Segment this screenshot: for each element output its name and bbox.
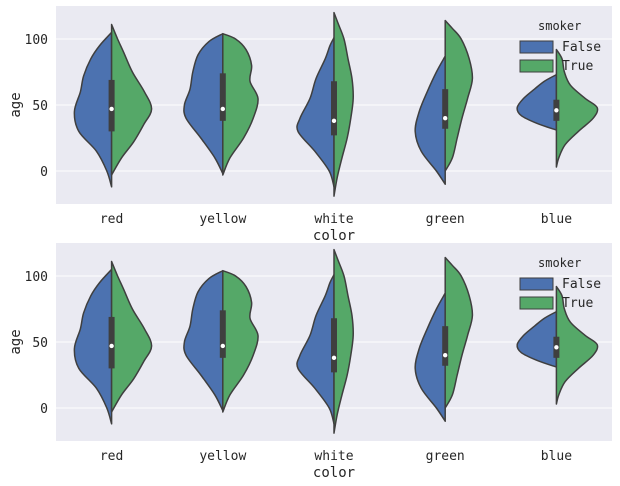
violin-true-white — [333, 248, 354, 434]
x-tick-label: yellow — [199, 212, 246, 227]
x-tick-label: blue — [541, 449, 572, 464]
violin-true-blue — [555, 285, 599, 405]
y-tick-label: 100 — [25, 33, 48, 48]
y-tick-label: 50 — [32, 99, 48, 114]
violin-false-blue — [516, 73, 558, 131]
violin-false-red — [73, 31, 113, 188]
x-tick-label: blue — [541, 212, 572, 227]
iqr-box-white — [331, 318, 337, 373]
x-tick-label: red — [100, 449, 123, 464]
iqr-box-white — [331, 81, 337, 136]
violin-true-green — [444, 256, 474, 409]
violin-false-white — [296, 36, 335, 188]
violin-false-white — [296, 273, 335, 425]
median-marker-yellow — [220, 343, 225, 349]
median-marker-red — [109, 343, 114, 349]
violin-false-yellow — [183, 32, 224, 175]
y-tick-label: 0 — [40, 402, 48, 417]
violin-false-red — [73, 268, 113, 425]
legend-label-true: True — [562, 296, 593, 311]
x-tick-label: red — [100, 212, 123, 227]
x-tick-label: white — [314, 212, 353, 227]
y-tick-label: 100 — [25, 270, 48, 285]
violin-true-green — [444, 19, 474, 172]
chart-panel-2: 0 50 100 red yellow white green blue color age smo… — [8, 243, 612, 481]
iqr-box-red — [108, 316, 115, 369]
violin-false-green — [414, 55, 446, 185]
x-tick-label: yellow — [199, 449, 246, 464]
x-axis-label: color — [313, 465, 355, 481]
median-marker-white — [331, 118, 337, 124]
median-marker-yellow — [220, 106, 225, 112]
x-tick-label: green — [426, 449, 465, 464]
x-axis-label: color — [313, 228, 355, 244]
y-tick-label: 50 — [32, 336, 48, 351]
violin-true-blue — [555, 48, 599, 168]
violin-false-yellow — [183, 269, 224, 412]
violin-true-yellow — [222, 269, 259, 413]
x-tick-label: green — [426, 212, 465, 227]
violin-true-yellow — [222, 32, 259, 176]
legend-label-false: False — [562, 40, 601, 55]
legend-swatch-true — [519, 59, 554, 73]
legend-title: smoker — [538, 19, 581, 33]
iqr-box-yellow — [219, 73, 226, 121]
legend-label-true: True — [562, 59, 593, 74]
iqr-box-green — [442, 89, 449, 129]
y-axis-label: age — [8, 329, 24, 354]
legend-label-false: False — [562, 277, 601, 292]
legend-swatch-true — [519, 296, 554, 310]
chart-panel-1: 0 50 100 red yellow white green blue color age smo… — [8, 6, 612, 244]
violin-true-white — [333, 11, 354, 197]
legend-swatch-false — [519, 277, 554, 291]
legend-title: smoker — [538, 256, 581, 270]
median-marker-blue — [554, 108, 559, 113]
y-axis-label: age — [8, 92, 24, 117]
violin-true-red — [110, 260, 153, 413]
median-marker-white — [331, 355, 337, 361]
median-marker-green — [443, 116, 448, 121]
violin-true-red — [110, 23, 153, 176]
iqr-box-green — [442, 326, 449, 366]
y-tick-label: 0 — [40, 165, 48, 180]
legend-swatch-false — [519, 40, 554, 54]
iqr-box-red — [108, 79, 115, 132]
x-tick-label: white — [314, 449, 353, 464]
median-marker-red — [109, 106, 114, 112]
median-marker-green — [443, 353, 448, 358]
iqr-box-yellow — [219, 310, 226, 358]
median-marker-blue — [554, 345, 559, 350]
violin-false-green — [414, 292, 446, 422]
violin-false-blue — [516, 310, 558, 368]
